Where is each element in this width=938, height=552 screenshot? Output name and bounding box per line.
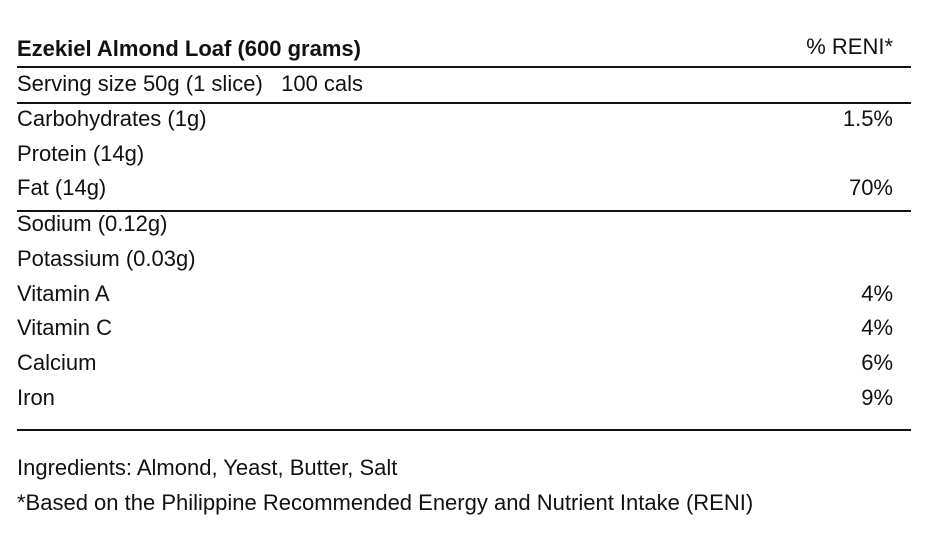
nutrient-name: Carbohydrates (1g) xyxy=(17,106,207,131)
nutrient-value: 70% xyxy=(848,175,893,200)
nutrient-name: Fat (14g) xyxy=(17,175,107,200)
nutrient-name: Vitamin A xyxy=(17,281,110,306)
product-title: Ezekiel Almond Loaf (600 grams) xyxy=(17,36,361,61)
nutrient-name: Protein (14g) xyxy=(17,141,145,166)
footnote: *Based on the Philippine Recommended Ene… xyxy=(17,490,754,515)
nutrient-value: 4% xyxy=(861,281,893,306)
nutrient-name: Iron xyxy=(17,385,55,410)
reni-header: % RENI* xyxy=(806,34,893,59)
nutrient-name: Potassium (0.03g) xyxy=(17,246,196,271)
nutrient-name: Sodium (0.12g) xyxy=(17,211,168,236)
divider xyxy=(17,66,911,68)
divider xyxy=(17,102,911,104)
nutrient-value: 4% xyxy=(861,315,893,340)
nutrient-value: 6% xyxy=(861,350,893,375)
divider xyxy=(17,210,911,212)
ingredients: Ingredients: Almond, Yeast, Butter, Salt xyxy=(17,455,398,480)
nutrient-name: Calcium xyxy=(17,350,97,375)
serving-size: Serving size 50g (1 slice) 100 cals xyxy=(17,71,364,96)
nutrient-value: 9% xyxy=(861,385,893,410)
divider xyxy=(17,429,911,431)
nutrient-value: 1.5% xyxy=(842,106,893,131)
nutrient-name: Vitamin C xyxy=(17,315,112,340)
